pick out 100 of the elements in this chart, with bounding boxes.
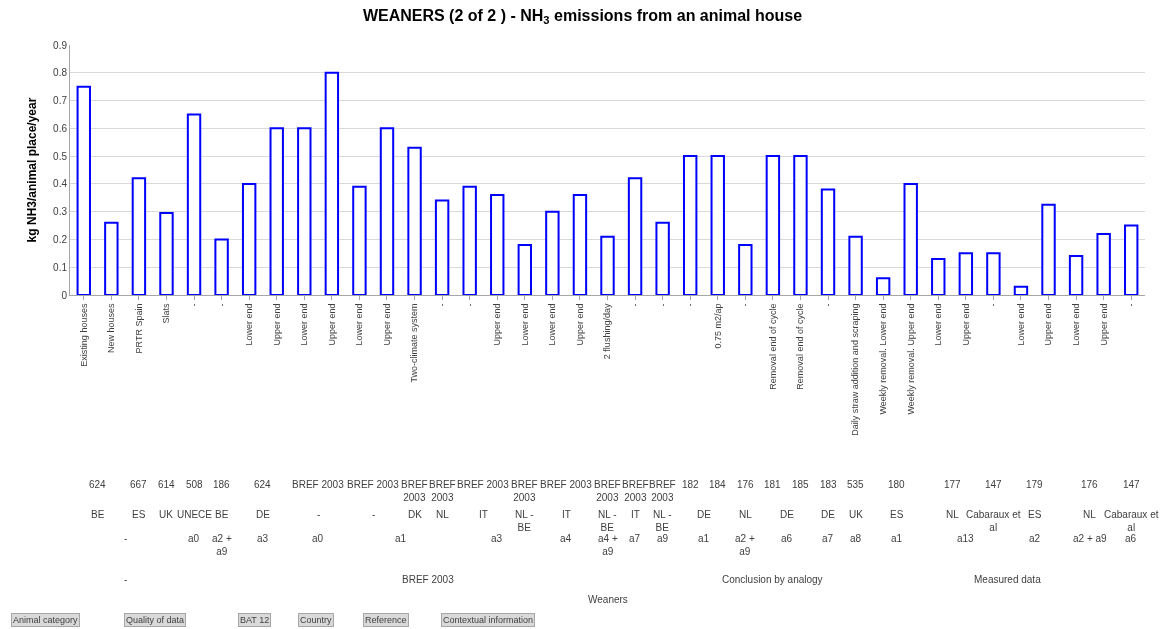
bar	[958, 252, 974, 295]
x-tick-label: Lower end	[354, 303, 365, 346]
text: 177	[944, 479, 962, 490]
text: BREF 2003	[401, 479, 428, 503]
text: BREF 2003	[402, 574, 455, 585]
x-tick-label: Upper end	[326, 303, 337, 346]
text: 180	[888, 479, 906, 490]
text: -	[317, 509, 321, 520]
text: a2	[1029, 533, 1041, 544]
x-tick-label: -	[629, 303, 640, 307]
x-tick-label: -	[740, 303, 751, 307]
text: 186	[213, 479, 231, 490]
text: a6	[781, 533, 793, 544]
bar	[572, 194, 588, 295]
text: Country	[300, 615, 333, 625]
y-tick-label: 0.7	[53, 95, 68, 107]
text: 185	[792, 479, 810, 490]
text: 624	[89, 479, 107, 490]
x-tick-label: Upper end	[1098, 303, 1109, 346]
text: BREF 2003	[457, 479, 510, 490]
y-tick-label: 0	[61, 289, 68, 301]
x-tick-label: -	[988, 303, 999, 307]
bar	[820, 188, 836, 295]
bar	[379, 127, 395, 295]
x-tick-label: Lower end	[1071, 303, 1082, 346]
x-tick-label: Upper end	[574, 303, 585, 346]
text: a1	[891, 533, 903, 544]
x-tick-label: -	[657, 303, 668, 307]
x-tick-label: -	[685, 303, 696, 307]
bar	[324, 71, 340, 295]
bar	[875, 277, 891, 295]
text: 179	[1026, 479, 1044, 490]
text: IT	[631, 509, 640, 520]
x-tick-label: 2 flushing/day	[602, 303, 613, 360]
text: Reference	[365, 615, 407, 625]
text: a4	[560, 533, 572, 544]
text: BREF 2003	[649, 479, 676, 503]
text: 147	[985, 479, 1003, 490]
text: a1	[395, 533, 407, 544]
x-tick-label: 0.75 m2/ap	[712, 303, 723, 349]
text: 183	[820, 479, 838, 490]
text: BREF 2003	[292, 479, 345, 490]
bar	[765, 155, 781, 295]
bar	[131, 177, 147, 295]
bar	[738, 244, 753, 295]
bar	[986, 252, 1001, 295]
bar	[682, 155, 698, 295]
bar	[434, 199, 450, 295]
x-tick-label: Removal end of cycle	[795, 303, 806, 390]
y-axis-title: kg NH3/animal place/year	[25, 97, 39, 243]
text: Contextual information	[443, 615, 534, 625]
text: IT	[562, 509, 571, 520]
bar	[1096, 232, 1111, 295]
bar	[1068, 255, 1084, 295]
y-tick-label: 0.9	[53, 39, 68, 51]
x-tick-label: Upper end	[1043, 303, 1054, 346]
bar	[407, 146, 422, 295]
x-tick-label: Slats	[161, 303, 172, 324]
x-tick-label: Lower end	[933, 303, 944, 346]
text: BREF 2003	[594, 479, 621, 503]
bar	[104, 221, 119, 295]
bar	[793, 155, 808, 295]
x-tick-label: -	[464, 303, 475, 307]
bar	[297, 127, 312, 295]
y-tick-label: 0.2	[53, 233, 68, 245]
text: NL	[1083, 509, 1097, 520]
x-tick-label: Upper end	[381, 303, 392, 346]
text: a0	[188, 533, 200, 544]
text: BE	[91, 509, 105, 520]
text: -	[372, 509, 376, 520]
text: BREF 2003	[540, 479, 593, 490]
text: 667	[130, 479, 148, 490]
bar	[1124, 224, 1139, 295]
text: a2 + a9	[212, 533, 232, 557]
bar	[1013, 285, 1029, 295]
bar	[159, 212, 174, 295]
text: BREF 2003	[622, 479, 649, 503]
text: BE	[215, 509, 229, 520]
x-tick-label: -	[188, 303, 199, 307]
text: 508	[186, 479, 204, 490]
text: 624	[254, 479, 272, 490]
bar	[627, 177, 643, 295]
text: UK	[849, 509, 864, 520]
x-tick-label: Lower end	[519, 303, 530, 346]
text: 181	[764, 479, 782, 490]
y-tick-label: 0.6	[53, 122, 68, 134]
text: NL	[436, 509, 450, 520]
x-tick-label: Lower end	[547, 303, 558, 346]
y-tick-label: 0.3	[53, 206, 68, 218]
text: DE	[697, 509, 712, 520]
text: a3	[491, 533, 503, 544]
bar	[545, 210, 560, 295]
x-tick-label: Lower end	[1015, 303, 1026, 346]
chart-title: WEANERS (2 of 2 ) - NH$_{3}$ emissions from an animal house	[362, 6, 803, 26]
bar	[848, 235, 863, 295]
bar	[214, 238, 229, 295]
x-tick-label: Removal end of cycle	[767, 303, 778, 390]
text: -	[124, 533, 128, 544]
text: DE	[821, 509, 836, 520]
text: a6	[1125, 533, 1137, 544]
